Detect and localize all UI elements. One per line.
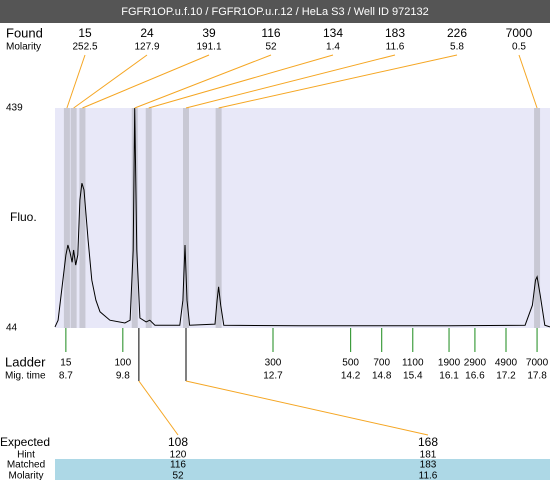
ladder-time: 17.8 xyxy=(527,371,547,382)
title-bar xyxy=(0,0,550,23)
expected-molarity: 11.6 xyxy=(419,471,438,480)
expected-molarity: 52 xyxy=(172,471,184,480)
ladder-time: 17.2 xyxy=(496,371,516,382)
ladder-size: 700 xyxy=(373,358,390,369)
found-connector xyxy=(134,54,272,109)
ladder-size: 15 xyxy=(60,358,72,369)
found-band xyxy=(63,108,70,328)
found-molarity: 5.8 xyxy=(450,42,464,53)
found-band xyxy=(182,108,189,328)
found-connector xyxy=(148,54,334,109)
trace xyxy=(54,107,550,328)
ladder-size: 7000 xyxy=(526,358,549,369)
ladder-time: 14.2 xyxy=(341,371,361,382)
found-band xyxy=(215,108,222,328)
found-molarity: 52 xyxy=(265,42,277,53)
ladder-time: 8.7 xyxy=(59,371,73,382)
found-molarity: 127.9 xyxy=(134,42,159,53)
mig-time-label: Mig. time xyxy=(5,371,46,382)
matched-label: Matched xyxy=(7,460,45,471)
ladder-size: 4900 xyxy=(495,358,518,369)
found-molarity: 191.1 xyxy=(196,42,221,53)
ladder-label: Ladder xyxy=(5,354,46,369)
found-connector xyxy=(185,54,396,109)
ladder-time: 16.1 xyxy=(439,371,459,382)
expected-size: 108 xyxy=(168,435,188,449)
found-connector xyxy=(66,54,86,109)
hint-size: 181 xyxy=(420,450,437,461)
ladder-time: 15.4 xyxy=(403,371,423,382)
ladder-time: 12.7 xyxy=(263,371,283,382)
found-molarity: 11.6 xyxy=(386,42,405,53)
found-size: 24 xyxy=(140,26,154,40)
hint-size: 120 xyxy=(170,450,187,461)
molarity-label: Molarity xyxy=(6,42,41,53)
found-band xyxy=(79,108,86,328)
expected-molarity-label: Molarity xyxy=(8,471,43,480)
found-size: 39 xyxy=(202,26,216,40)
found-size: 116 xyxy=(261,26,280,40)
ladder-size: 2900 xyxy=(464,358,487,369)
ladder-size: 500 xyxy=(342,358,359,369)
found-connector xyxy=(82,54,210,109)
ladder-time: 14.8 xyxy=(372,371,392,382)
y-axis-label: Fluo. xyxy=(10,210,37,224)
found-molarity: 252.5 xyxy=(72,42,97,53)
found-band xyxy=(70,108,77,328)
plot-area xyxy=(55,108,550,328)
found-molarity: 0.5 xyxy=(512,42,526,53)
found-band xyxy=(131,108,138,328)
found-size: 7000 xyxy=(506,26,533,40)
matched-size: 116 xyxy=(170,460,186,471)
ladder-size: 1100 xyxy=(402,358,424,369)
hint-label: Hint xyxy=(17,450,35,461)
matched-highlight xyxy=(55,459,550,480)
found-connector xyxy=(73,54,148,109)
ladder-size: 1900 xyxy=(438,358,461,369)
found-connector xyxy=(218,54,458,109)
found-size: 183 xyxy=(385,26,405,40)
chart-title: FGFR1OP.u.f.10 / FGFR1OP.u.r.12 / HeLa S… xyxy=(121,6,429,18)
found-label: Found xyxy=(6,25,43,40)
expected-connector xyxy=(138,380,179,436)
found-size: 134 xyxy=(323,26,343,40)
expected-connector xyxy=(185,380,429,436)
found-band xyxy=(534,108,541,328)
expected-size: 168 xyxy=(418,435,438,449)
y-tick-label: 44 xyxy=(6,323,18,334)
found-connector xyxy=(518,54,538,109)
ladder-size: 300 xyxy=(265,358,282,369)
found-size: 226 xyxy=(447,26,467,40)
y-tick-label: 439 xyxy=(6,103,23,114)
found-band xyxy=(145,108,152,328)
expected-label: Expected xyxy=(0,435,50,449)
ladder-time: 9.8 xyxy=(116,371,130,382)
found-size: 15 xyxy=(78,26,92,40)
ladder-time: 16.6 xyxy=(465,371,485,382)
ladder-size: 100 xyxy=(114,358,131,369)
matched-size: 183 xyxy=(420,460,437,471)
found-molarity: 1.4 xyxy=(326,42,340,53)
